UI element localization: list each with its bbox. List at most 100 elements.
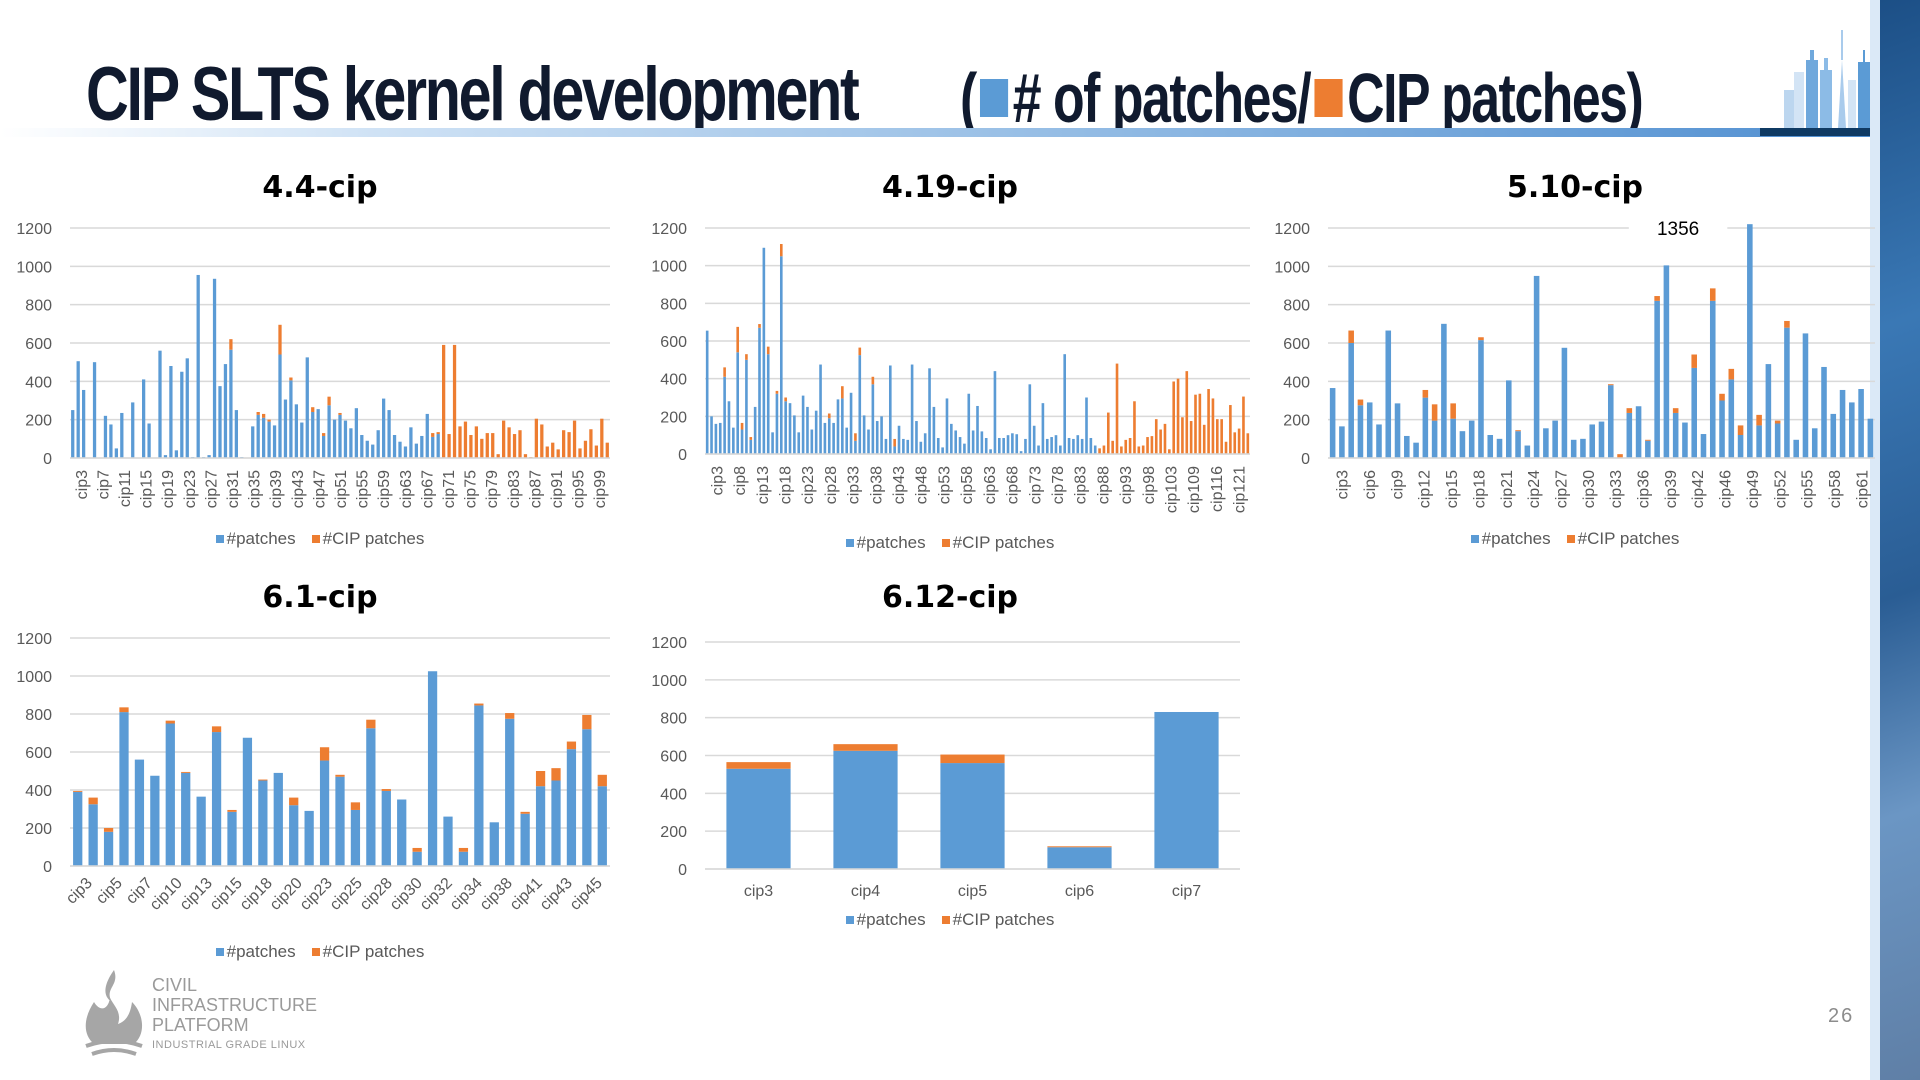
bar-patches — [841, 398, 844, 454]
x-tick-label: cip43 — [891, 466, 908, 504]
bar-patches — [165, 723, 175, 866]
bar-patches — [1515, 431, 1521, 458]
legend-label: #patches — [856, 533, 926, 552]
x-tick-label: cip61 — [1854, 470, 1871, 508]
bar-patches — [278, 354, 282, 458]
bar-patches — [1450, 418, 1456, 458]
bar-patches — [941, 447, 944, 454]
x-tick-label: cip33 — [1608, 470, 1625, 508]
bar-cip-patches — [871, 376, 875, 385]
bar-patches — [753, 406, 757, 454]
bar-patches — [1663, 265, 1670, 458]
legend-item-patches: #patches — [1470, 529, 1551, 549]
chart-plot: 0 200 400 600 800 1000 1200 cip3 cip8 cip13 cip18 c… — [651, 221, 1250, 513]
bar-patches — [936, 437, 940, 454]
bar-cip-patches — [319, 747, 330, 761]
bar-cip-patches — [1111, 440, 1114, 454]
bar-cip-patches — [103, 828, 114, 832]
chart-title: 6.1-cip — [262, 580, 378, 615]
legend-swatch-patches-icon — [215, 535, 224, 543]
x-tick-label: cip23 — [800, 466, 817, 504]
y-tick-label: 800 — [25, 707, 52, 724]
bar-patches — [884, 438, 888, 454]
bar-patches — [771, 432, 774, 454]
bar-patches — [758, 327, 761, 454]
bar-cip-patches — [256, 412, 260, 415]
bar-cip-patches — [1128, 437, 1132, 454]
x-tick-label: cip55 — [1800, 470, 1817, 508]
bar-patches — [229, 349, 233, 458]
bar-patches — [354, 408, 358, 458]
y-tick-label: 0 — [1301, 451, 1310, 468]
bar-cip-patches — [1202, 424, 1206, 454]
bar-cip-patches — [1784, 320, 1790, 328]
bar-cip-patches — [1728, 368, 1735, 380]
bar-cip-patches — [258, 779, 268, 781]
bar-cip-patches — [350, 802, 361, 810]
bar-patches — [1329, 388, 1336, 458]
chart-5-10-cip: 5.10-cip 0 200 400 600 800 1000 1200 1356 cip3 cip… — [1270, 170, 1880, 560]
bar-cip-patches — [496, 454, 500, 458]
bar-patches — [862, 415, 866, 454]
y-tick-label: 1200 — [651, 635, 687, 652]
x-tick-label: cip35 — [247, 470, 264, 508]
x-tick-label: cip6 — [1362, 470, 1379, 499]
bar-patches — [1348, 343, 1354, 458]
bar-cip-patches — [562, 430, 566, 458]
bar-cip-patches — [520, 811, 530, 814]
bar-patches — [710, 416, 713, 454]
legend-item-patches: #patches — [215, 942, 296, 962]
bar-patches — [1849, 402, 1855, 458]
slide-title: CIP SLTS kernel development — [86, 38, 1075, 138]
y-tick-label: 800 — [660, 711, 687, 728]
bar-cip-patches — [723, 367, 726, 377]
bar-patches — [427, 671, 438, 866]
bar-patches — [300, 422, 304, 458]
x-tick-label: cip10 — [147, 875, 186, 914]
bar-patches — [1858, 389, 1864, 458]
bar-patches — [505, 718, 515, 866]
y-tick-label: 1200 — [651, 221, 687, 238]
subtitle-cip-patches: CIP patches) — [1347, 59, 1644, 137]
chart-title: 5.10-cip — [1506, 170, 1643, 205]
bar-patches — [723, 376, 726, 454]
legend-item-cip-patches: #CIP patches — [311, 942, 424, 962]
x-tick-label: cip91 — [549, 470, 566, 508]
bar-patches — [131, 402, 135, 458]
bar-patches — [1394, 403, 1401, 458]
bar-patches — [332, 419, 337, 458]
bar-patches — [915, 421, 918, 454]
header-divider-accent — [1760, 128, 1920, 136]
bar-patches — [793, 415, 796, 454]
bar-patches — [227, 811, 237, 866]
bar-cip-patches — [1207, 389, 1210, 454]
bar-patches — [376, 430, 380, 458]
bar-patches — [223, 364, 228, 458]
bar-patches — [382, 398, 386, 458]
bar-patches — [945, 398, 949, 454]
bar-patches — [1037, 445, 1040, 454]
bar-cip-patches — [474, 703, 484, 706]
bar-patches — [343, 420, 348, 458]
bar-patches — [867, 429, 870, 454]
x-tick-label: cip12 — [1417, 470, 1434, 508]
bar-cip-patches — [854, 433, 857, 441]
y-tick-label: 600 — [25, 336, 52, 353]
cip-logo-icon — [85, 970, 143, 1056]
x-tick-label: cip103 — [1164, 466, 1181, 513]
bar-cip-patches — [784, 397, 787, 402]
y-tick-label: 400 — [25, 374, 52, 391]
bar-cip-patches — [278, 324, 282, 355]
bar-patches — [1019, 451, 1023, 454]
bar-cip-patches — [338, 412, 342, 415]
bar-patches — [582, 729, 592, 866]
bar-cip-patches — [262, 413, 266, 418]
bar-cip-patches — [1357, 399, 1364, 406]
bar-patches — [1533, 275, 1540, 458]
bar-cip-patches — [1691, 354, 1697, 368]
bar-patches — [289, 380, 293, 458]
bar-patches — [311, 412, 315, 458]
bar-patches — [71, 410, 75, 458]
bar-patches — [980, 431, 984, 454]
bar-patches — [304, 810, 314, 866]
